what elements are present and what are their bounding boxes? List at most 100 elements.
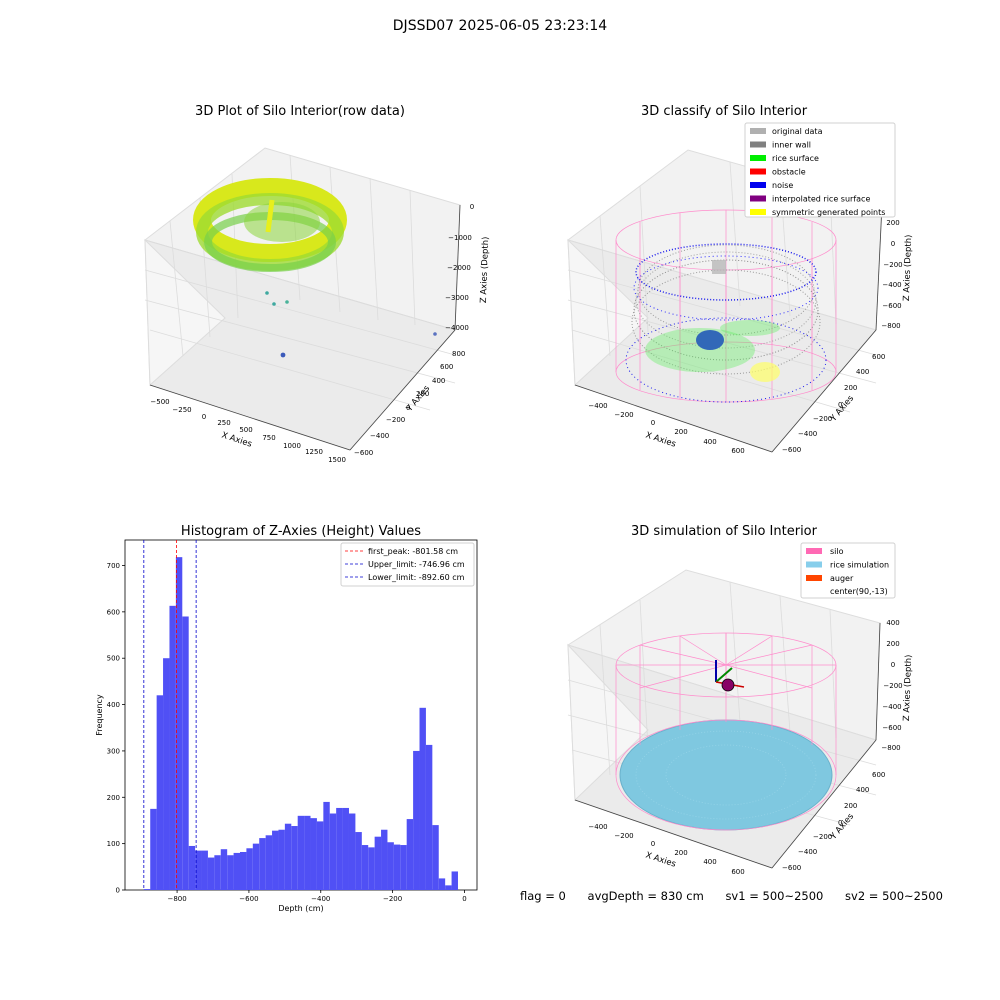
- histogram-bar: [329, 813, 337, 890]
- legend-symmetric-generated-points: symmetric generated points: [772, 208, 885, 217]
- panel2-z-tick: 0: [891, 240, 895, 248]
- panel2-x-ticks: −400 −200 0 200 400 600: [588, 402, 744, 455]
- avg-depth-text: avgDepth = 830 cm: [587, 889, 704, 903]
- histogram-bar: [438, 878, 446, 890]
- panel1-x-tick: 0: [202, 413, 206, 421]
- histogram-x-tick-label: −400: [311, 895, 330, 903]
- panel1-z-tick: −4000: [445, 324, 469, 332]
- panel1-x-tick: 750: [262, 434, 275, 442]
- panel4-silo-wireframe: [615, 632, 837, 831]
- panel1-z-tick: 0: [470, 203, 474, 211]
- panel1-z-tick: −3000: [445, 294, 469, 302]
- histogram-y-tick-label: 400: [107, 701, 120, 709]
- histogram-bar: [374, 836, 382, 890]
- panel4-auger-marker: [721, 678, 735, 692]
- panel1-y-ticks: −600 −400 −200 0 200 400 600 800: [354, 350, 465, 457]
- panel4-x-tick: 600: [731, 868, 744, 876]
- histogram-chart: −800 −600 −400 −200 0 0 100 200 300 400 500 600 700…: [95, 539, 478, 913]
- panel2-y-tick: −600: [782, 446, 801, 454]
- panel4-z-ticks: −800 −600 −400 −200 0 200 400: [881, 619, 902, 752]
- legend-first-peak: first_peak: -801.58 cm: [368, 547, 458, 556]
- panel1-y-tick: −400: [370, 432, 389, 440]
- panel4-z-tick: 400: [886, 619, 899, 627]
- panel1-y-tick: 800: [452, 350, 465, 358]
- histogram-bar: [432, 825, 439, 890]
- panel2-z-tick: −400: [882, 281, 901, 289]
- histogram-bar: [425, 744, 433, 890]
- histogram-x-label: Depth (cm): [278, 904, 323, 913]
- legend-lower-limit: Lower_limit: -892.60 cm: [368, 573, 465, 582]
- panel2-x-tick: −400: [588, 402, 607, 410]
- legend-swatch-silo: [806, 548, 822, 554]
- histogram-bar: [310, 818, 317, 890]
- panel1-x-tick: 1250: [305, 448, 323, 456]
- histogram-x-tick-label: −600: [239, 895, 258, 903]
- panel4-x-tick: 200: [674, 849, 687, 857]
- panel1-outlier-points: [265, 291, 437, 358]
- panel1-y-tick: 0: [406, 404, 410, 412]
- histogram-bar: [336, 807, 343, 890]
- histogram-y-label: Frequency: [95, 694, 104, 736]
- legend-rice-surface: rice surface: [772, 154, 819, 163]
- panel4-rice-simulation-surface: [619, 719, 833, 831]
- panel4-legend: silo rice simulation auger center(90,-13…: [800, 542, 896, 599]
- histogram-bar: [348, 813, 356, 890]
- histogram-x-tick-label: −800: [167, 895, 186, 903]
- panel1-x-tick: 1000: [283, 442, 301, 450]
- panel2-x-tick: −200: [614, 411, 633, 419]
- histogram-bar: [406, 819, 414, 890]
- histogram-bar: [252, 843, 260, 890]
- histogram-bar: [163, 658, 170, 890]
- legend-swatch-noise: [750, 182, 766, 188]
- panel4-y-tick: −600: [782, 864, 801, 872]
- histogram-bar: [188, 845, 196, 890]
- histogram-y-tick-label: 100: [107, 840, 120, 848]
- panel2-y-label: Y Axies: [828, 393, 856, 424]
- histogram-bar: [265, 835, 273, 890]
- panel2-noise-points: [625, 243, 827, 403]
- panel4-y-ticks: −600 −400 −200 0 200 400 600: [782, 771, 885, 872]
- panel2-x-tick: 0: [651, 419, 655, 427]
- histogram-y-tick-label: 300: [107, 747, 120, 755]
- panel4-z-tick: 200: [886, 640, 899, 648]
- panel2-x-label: X Axies: [644, 430, 677, 449]
- panel4-center-axes: [715, 660, 745, 692]
- histogram-bar: [387, 842, 394, 890]
- histogram-bar: [323, 801, 330, 890]
- panel1-z-tick: −1000: [448, 234, 472, 242]
- histogram-bar: [445, 885, 452, 890]
- histogram-x-tick-label: 0: [462, 895, 466, 903]
- panel2-symmetric-points: [750, 362, 780, 382]
- histogram-y-ticks: 0 100 200 300 400 500 600 700: [107, 562, 125, 895]
- panel2-inner-wall-points: [631, 244, 821, 375]
- panel2-z-tick: −800: [881, 322, 900, 330]
- histogram-bar: [278, 829, 285, 890]
- histogram-bar: [297, 815, 305, 890]
- panel4-y-tick: −200: [813, 833, 832, 841]
- histogram-y-tick-label: 600: [107, 608, 120, 616]
- panel1-y-tick: 200: [416, 390, 429, 398]
- histogram-bar: [393, 844, 401, 890]
- panel4-y-tick: 200: [844, 802, 857, 810]
- histogram-title: Histogram of Z-Axies (Height) Values: [180, 524, 422, 539]
- panel4-y-tick: 400: [856, 786, 869, 794]
- panel4-y-tick: 600: [872, 771, 885, 779]
- panel2-z-tick: −600: [882, 302, 901, 310]
- panel2-rice-surface-points: [645, 320, 780, 372]
- panel1-z-ticks: −4000 −3000 −2000 −1000 0: [445, 203, 474, 332]
- figure-suptitle: DJSSD07 2025-06-05 23:23:14: [392, 18, 608, 34]
- panel1-title: 3D Plot of Silo Interior(row data): [195, 104, 405, 119]
- histogram-bar: [413, 750, 420, 890]
- panel2-y-tick: −200: [813, 415, 832, 423]
- panel4-y-tick: 0: [838, 819, 842, 827]
- histogram-vlines: [143, 540, 197, 890]
- histogram-y-tick-label: 0: [116, 887, 120, 895]
- histogram-bar: [304, 815, 311, 890]
- panel1-y-tick: −600: [354, 449, 373, 457]
- panel1-raw-point-ring: [193, 178, 347, 272]
- panel2-z-ticks: −800 −600 −400 −200 0 200: [881, 219, 902, 330]
- panel2-y-tick: 0: [838, 401, 842, 409]
- histogram-bar: [201, 850, 208, 890]
- panel1-x-tick: −500: [150, 398, 169, 406]
- histogram-bar: [361, 845, 369, 890]
